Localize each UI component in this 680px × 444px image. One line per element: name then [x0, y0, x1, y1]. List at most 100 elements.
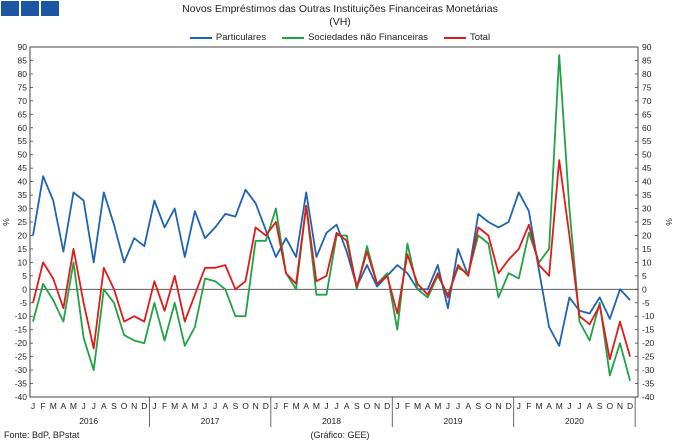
chart-title: Novos Empréstimos das Outras Instituiçõe… [0, 3, 680, 29]
legend-item-total: Total [443, 32, 491, 43]
x-tick-label-month: M [70, 401, 77, 411]
x-tick-label-month: J [567, 401, 571, 411]
y-tick-label-left: 35 [18, 190, 28, 200]
x-year-label: 2016 [79, 416, 98, 426]
y-tick-label-right: -35 [642, 379, 655, 389]
y-tick-label-left: -20 [15, 338, 28, 348]
y-tick-label-right: 40 [642, 177, 652, 187]
y-tick-label-right: 85 [642, 55, 652, 65]
x-tick-label-month: J [92, 401, 96, 411]
x-tick-label-month: F [526, 401, 531, 411]
y-tick-label-left: 85 [18, 55, 28, 65]
y-tick-label-right: 90 [642, 42, 652, 52]
x-tick-label-month: D [627, 401, 633, 411]
x-year-label: 2020 [565, 416, 584, 426]
x-tick-label-month: O [607, 401, 614, 411]
y-tick-label-right: -30 [642, 365, 655, 375]
x-tick-label-month: D [141, 401, 147, 411]
legend-item-particulares: Particulares [189, 32, 267, 43]
x-tick-label-month: A [465, 401, 471, 411]
x-tick-label-month: J [81, 401, 85, 411]
y-tick-label-left: 60 [18, 123, 28, 133]
y-tick-label-right: -15 [642, 325, 655, 335]
y-tick-label-left: -35 [15, 379, 28, 389]
logo-block [41, 1, 59, 16]
legend-label-sociedades: Sociedades não Financeiras [308, 32, 428, 43]
x-tick-label-month: J [395, 401, 399, 411]
chart-title-line2: (VH) [329, 16, 351, 28]
y-tick-label-right: 30 [642, 204, 652, 214]
y-tick-label-left: -25 [15, 352, 28, 362]
x-tick-label-month: N [131, 401, 137, 411]
x-tick-label-month: M [50, 401, 57, 411]
x-tick-label-month: J [446, 401, 450, 411]
x-tick-label-month: A [101, 401, 107, 411]
x-tick-label-month: S [354, 401, 360, 411]
y-tick-label-left: -40 [15, 392, 28, 402]
series-line-particulares [32, 175, 631, 347]
x-tick-label-month: F [405, 401, 410, 411]
chart-legend: Particulares Sociedades não Financeiras … [0, 32, 680, 43]
y-tick-label-left: 40 [18, 177, 28, 187]
x-tick-label-month: A [587, 401, 593, 411]
chart-title-line1: Novos Empréstimos das Outras Instituiçõe… [182, 3, 498, 15]
y-tick-label-right: -20 [642, 338, 655, 348]
y-tick-label-left: 10 [18, 257, 28, 267]
y-tick-label-left: -10 [15, 311, 28, 321]
x-tick-label-month: M [434, 401, 441, 411]
x-tick-label-month: J [203, 401, 207, 411]
y-tick-label-right: 45 [642, 163, 652, 173]
x-tick-label-month: N [374, 401, 380, 411]
y-tick-label-right: 50 [642, 150, 652, 160]
legend-item-sociedades: Sociedades não Financeiras [282, 32, 428, 43]
y-tick-label-right: 0 [642, 284, 647, 294]
y-tick-label-left: 50 [18, 150, 28, 160]
y-tick-label-left: 5 [22, 271, 27, 281]
chart-credit: (Gráfico: GEE) [310, 430, 370, 440]
x-tick-label-month: M [171, 401, 178, 411]
y-tick-label-right: -25 [642, 352, 655, 362]
y-tick-label-right: 70 [642, 96, 652, 106]
y-tick-label-right: -40 [642, 392, 655, 402]
x-tick-label-month: J [274, 401, 278, 411]
legend-label-total: Total [469, 32, 491, 43]
x-tick-label-month: M [414, 401, 421, 411]
x-tick-label-month: O [242, 401, 249, 411]
x-tick-label-month: J [456, 401, 460, 411]
y-tick-label-right: 10 [642, 257, 652, 267]
y-tick-label-right: 65 [642, 109, 652, 119]
x-tick-label-month: A [303, 401, 309, 411]
series-line-total [32, 159, 631, 361]
y-axis-label-right: % [664, 218, 674, 226]
y-tick-label-left: 70 [18, 96, 28, 106]
x-tick-label-month: J [517, 401, 521, 411]
y-tick-label-left: 20 [18, 230, 28, 240]
x-tick-label-month: D [263, 401, 269, 411]
y-tick-label-right: -5 [642, 298, 650, 308]
x-tick-label-month: A [546, 401, 552, 411]
x-tick-label-month: D [384, 401, 390, 411]
y-tick-label-right: -10 [642, 311, 655, 321]
y-tick-label-left: -30 [15, 365, 28, 375]
y-tick-label-right: 55 [642, 136, 652, 146]
x-tick-label-month: M [293, 401, 300, 411]
legend-swatch-sociedades [282, 36, 305, 39]
x-tick-label-month: A [222, 401, 228, 411]
y-tick-label-left: 80 [18, 69, 28, 79]
y-tick-label-left: 65 [18, 109, 28, 119]
y-tick-label-left: 55 [18, 136, 28, 146]
x-tick-label-month: N [617, 401, 623, 411]
legend-label-particulares: Particulares [215, 32, 267, 43]
y-tick-label-right: 80 [642, 69, 652, 79]
x-tick-label-month: A [344, 401, 350, 411]
x-tick-label-month: A [61, 401, 67, 411]
x-year-label: 2019 [444, 416, 463, 426]
y-tick-label-left: -15 [15, 325, 28, 335]
x-tick-label-month: S [475, 401, 481, 411]
x-tick-label-month: J [324, 401, 328, 411]
x-year-label: 2018 [322, 416, 341, 426]
x-tick-label-month: O [121, 401, 128, 411]
y-tick-label-right: 35 [642, 190, 652, 200]
y-tick-label-right: 25 [642, 217, 652, 227]
y-tick-label-right: 15 [642, 244, 652, 254]
